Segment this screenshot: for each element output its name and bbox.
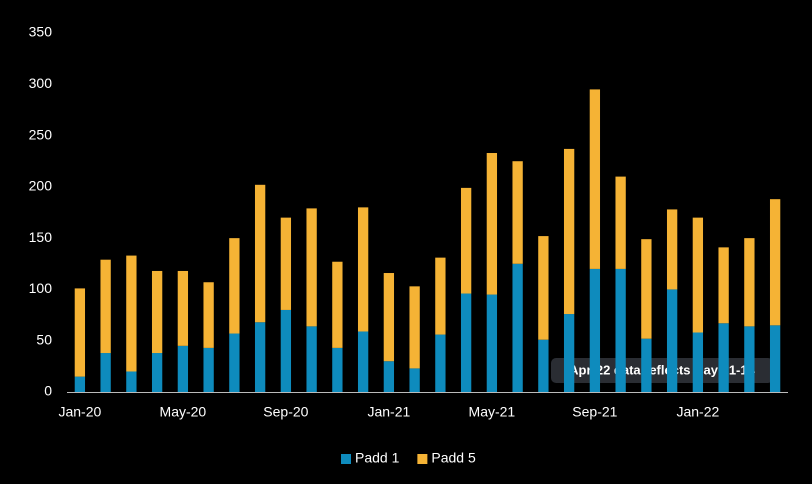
bar-segment xyxy=(254,184,266,323)
bar-segment xyxy=(589,89,601,269)
x-tick-label: May-21 xyxy=(469,404,516,420)
bar-segment xyxy=(177,345,189,392)
y-tick-label: 300 xyxy=(29,75,53,91)
bar-segment xyxy=(100,353,111,392)
bar-segment xyxy=(280,309,292,392)
bar-segment xyxy=(538,236,549,340)
bar-segment xyxy=(177,270,189,346)
x-tick-label: Sep-20 xyxy=(263,404,308,420)
bar-segment xyxy=(409,286,420,369)
y-tick-label: 50 xyxy=(36,331,52,347)
bar-segment xyxy=(229,333,240,392)
x-tick-label: Jan-21 xyxy=(367,404,410,420)
bar-segment xyxy=(589,268,601,392)
bar-segment xyxy=(409,368,420,392)
bar-segment xyxy=(718,323,729,392)
bar-segment xyxy=(512,161,523,264)
bar-segment xyxy=(332,347,343,392)
bar-segment xyxy=(666,289,678,392)
bar-segment xyxy=(460,187,472,294)
bar-segment xyxy=(383,273,395,362)
x-tick-label: Jan-22 xyxy=(676,404,719,420)
bar-segment xyxy=(151,270,163,354)
legend-label: Padd 5 xyxy=(431,450,476,466)
bar-segment xyxy=(203,282,214,348)
bar-segment xyxy=(357,331,369,392)
bar-segment xyxy=(615,268,626,392)
y-tick-label: 100 xyxy=(29,280,53,296)
legend-swatch xyxy=(417,454,428,464)
bar-segment xyxy=(512,263,523,392)
x-tick-label: May-20 xyxy=(160,404,207,420)
bar-segment xyxy=(692,217,704,333)
bar-segment xyxy=(641,239,652,339)
bar-segment xyxy=(769,325,781,392)
bar-segment xyxy=(460,293,472,392)
bar-segment xyxy=(744,326,755,392)
bar-segment xyxy=(306,326,317,392)
bar-segment xyxy=(563,148,575,315)
legend-label: Padd 1 xyxy=(355,450,400,466)
bar-segment xyxy=(563,314,575,392)
bar-segment xyxy=(538,339,549,392)
bar-segment xyxy=(74,288,86,377)
bar-segment xyxy=(486,153,498,295)
bar-segment xyxy=(666,209,678,290)
bar-segment xyxy=(615,176,626,269)
y-tick-label: 150 xyxy=(29,229,53,245)
bar-segment xyxy=(744,238,755,327)
bar-segment xyxy=(74,376,86,392)
bar-segment xyxy=(486,294,498,392)
bar-segment xyxy=(306,208,317,327)
bar-segment xyxy=(718,247,729,324)
bar-segment xyxy=(332,261,343,348)
y-tick-label: 0 xyxy=(44,383,52,399)
bar-segment xyxy=(692,332,704,392)
bar-segment xyxy=(357,207,369,332)
y-tick-label: 250 xyxy=(29,126,53,142)
legend-swatch xyxy=(341,454,351,464)
bar-segment xyxy=(435,257,446,335)
bar-segment xyxy=(151,353,163,392)
bar-segment xyxy=(435,334,446,392)
bar-segment xyxy=(383,361,395,392)
bar-segment xyxy=(229,238,240,334)
y-tick-label: 200 xyxy=(29,178,53,194)
bar-segment xyxy=(280,217,292,310)
x-tick-label: Sep-21 xyxy=(572,404,617,420)
bar-segment xyxy=(254,322,266,392)
annotation-box xyxy=(551,358,773,383)
bar-segment xyxy=(126,371,137,392)
bar-segment xyxy=(641,338,652,392)
y-tick-label: 350 xyxy=(29,24,53,40)
bar-segment xyxy=(126,255,137,372)
bar-segment xyxy=(203,347,214,392)
x-tick-label: Jan-20 xyxy=(58,404,101,420)
bar-segment xyxy=(100,259,111,354)
bar-segment xyxy=(769,199,781,326)
